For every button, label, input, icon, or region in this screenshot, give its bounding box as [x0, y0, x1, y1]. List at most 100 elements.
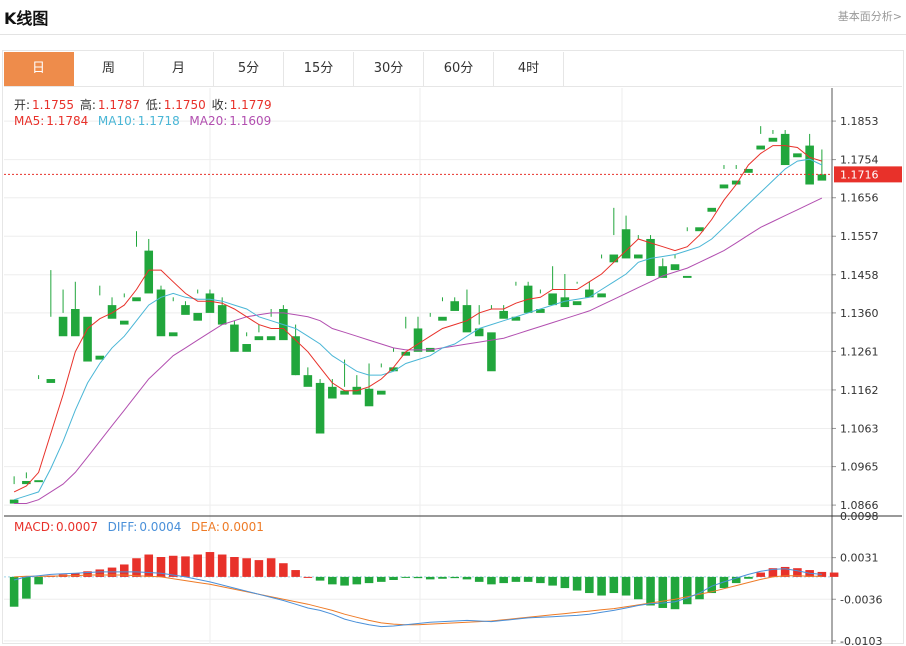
candle-body [744, 168, 753, 173]
macd-histogram-bar [609, 576, 619, 594]
candle-body [9, 499, 19, 504]
macd-tick-label: -0.0036 [840, 593, 882, 606]
macd-histogram-bar [266, 558, 276, 577]
candle-body [58, 316, 68, 337]
candle-body [291, 336, 300, 376]
candle-body [303, 375, 313, 387]
candle-body [719, 184, 729, 189]
candle-body [793, 153, 802, 158]
macd-histogram-bar [401, 576, 411, 578]
ma20-value: 1.1609 [229, 114, 272, 128]
candle-body [585, 289, 594, 298]
macd-histogram-bar [230, 557, 239, 577]
ma5-value: 1.1784 [46, 114, 89, 128]
ma-info: MA5: 1.1784 MA10: 1.1718 MA20: 1.1609 [14, 114, 273, 128]
macd-histogram-bar [340, 576, 349, 586]
candle-body [315, 382, 325, 434]
tab-15min[interactable]: 15分 [284, 52, 354, 87]
tab-month[interactable]: 月 [144, 52, 214, 87]
candle-body [217, 305, 227, 325]
high-label: 高: [79, 98, 96, 112]
ma10-value: 1.1718 [137, 114, 180, 128]
low-value: 1.1750 [163, 98, 206, 112]
macd-histogram-bar [658, 576, 668, 608]
candle-body [634, 254, 643, 259]
macd-histogram-bar [95, 569, 105, 577]
macd-histogram-bar [707, 576, 717, 594]
ma5-label: MA5: [14, 114, 45, 128]
close-label: 收: [211, 98, 228, 112]
candle-body [536, 309, 545, 313]
tab-30min[interactable]: 30分 [354, 52, 424, 87]
diff-label: DIFF: [107, 520, 138, 534]
macd-histogram-bar [217, 554, 227, 577]
candle-body [205, 293, 215, 313]
candle-body [462, 305, 472, 333]
ma10-label: MA10: [97, 114, 136, 128]
price-tick-label: 1.0866 [840, 499, 879, 512]
close-value: 1.1779 [229, 98, 272, 112]
candle-body [597, 293, 606, 298]
price-tick-label: 1.1458 [840, 269, 879, 282]
macd-histogram-bar [315, 576, 325, 581]
candle-body [132, 297, 141, 302]
macd-histogram-bar [499, 576, 508, 584]
macd-histogram-bar [156, 557, 166, 577]
ma5-line [13, 145, 823, 493]
macd-histogram-bar [303, 576, 313, 578]
candle-body [413, 328, 423, 352]
candle-body [389, 367, 398, 372]
price-tick-label: 1.1853 [840, 115, 879, 128]
ma20-label: MA20: [189, 114, 228, 128]
candle-body [34, 480, 43, 483]
macd-histogram-bar [119, 564, 129, 577]
tab-60min[interactable]: 60分 [424, 52, 494, 87]
price-tick-label: 1.1754 [840, 154, 879, 167]
candle-body [609, 254, 619, 263]
macd-histogram-bar [242, 558, 251, 577]
price-tick-label: 1.1261 [840, 345, 879, 358]
candle-body [658, 266, 668, 278]
candle-body [46, 379, 56, 383]
open-label: 开: [14, 98, 31, 112]
candle-body [107, 305, 117, 319]
macd-histogram-bar [364, 576, 374, 584]
dea-value: 0.0001 [221, 520, 264, 534]
macd-histogram-bar [9, 576, 19, 607]
price-tick-label: 1.1162 [840, 384, 879, 397]
macd-histogram-bar [572, 576, 582, 591]
macd-histogram-bar [328, 576, 337, 585]
candle-body [144, 250, 154, 294]
ma20-line [14, 197, 823, 504]
current-price-label: 1.1716 [840, 168, 879, 181]
candle-body [22, 480, 31, 485]
macd-histogram-bar [560, 576, 570, 589]
macd-histogram-bar [731, 576, 741, 584]
macd-histogram-bar [254, 560, 264, 577]
macd-histogram-bar [181, 556, 190, 577]
candle-body [242, 344, 251, 352]
candle-body [780, 133, 790, 166]
macd-histogram-bar [425, 576, 435, 580]
macd-histogram-bar [621, 576, 631, 596]
candle-body [83, 316, 92, 362]
tabs-divider [4, 86, 902, 87]
candle-body [401, 351, 411, 356]
candle-body [168, 332, 178, 337]
candle-body [181, 305, 190, 315]
fundamental-analysis-link[interactable]: 基本面分析> [837, 10, 902, 23]
candle-body [230, 324, 239, 352]
price-tick-label: 1.1063 [840, 422, 879, 435]
macd-histogram-bar [450, 576, 459, 579]
price-tick-label: 1.0965 [840, 461, 879, 474]
candle-body [511, 316, 521, 321]
candle-body [817, 174, 827, 181]
candle-body [450, 301, 459, 311]
candle-body [548, 293, 557, 306]
candle-body [364, 388, 374, 407]
candle-body [756, 145, 765, 150]
macd-info: MACD: 0.0007 DIFF: 0.0004 DEA: 0.0001 [14, 520, 266, 534]
macd-histogram-bar [744, 576, 753, 579]
current-price-tag [834, 166, 902, 183]
